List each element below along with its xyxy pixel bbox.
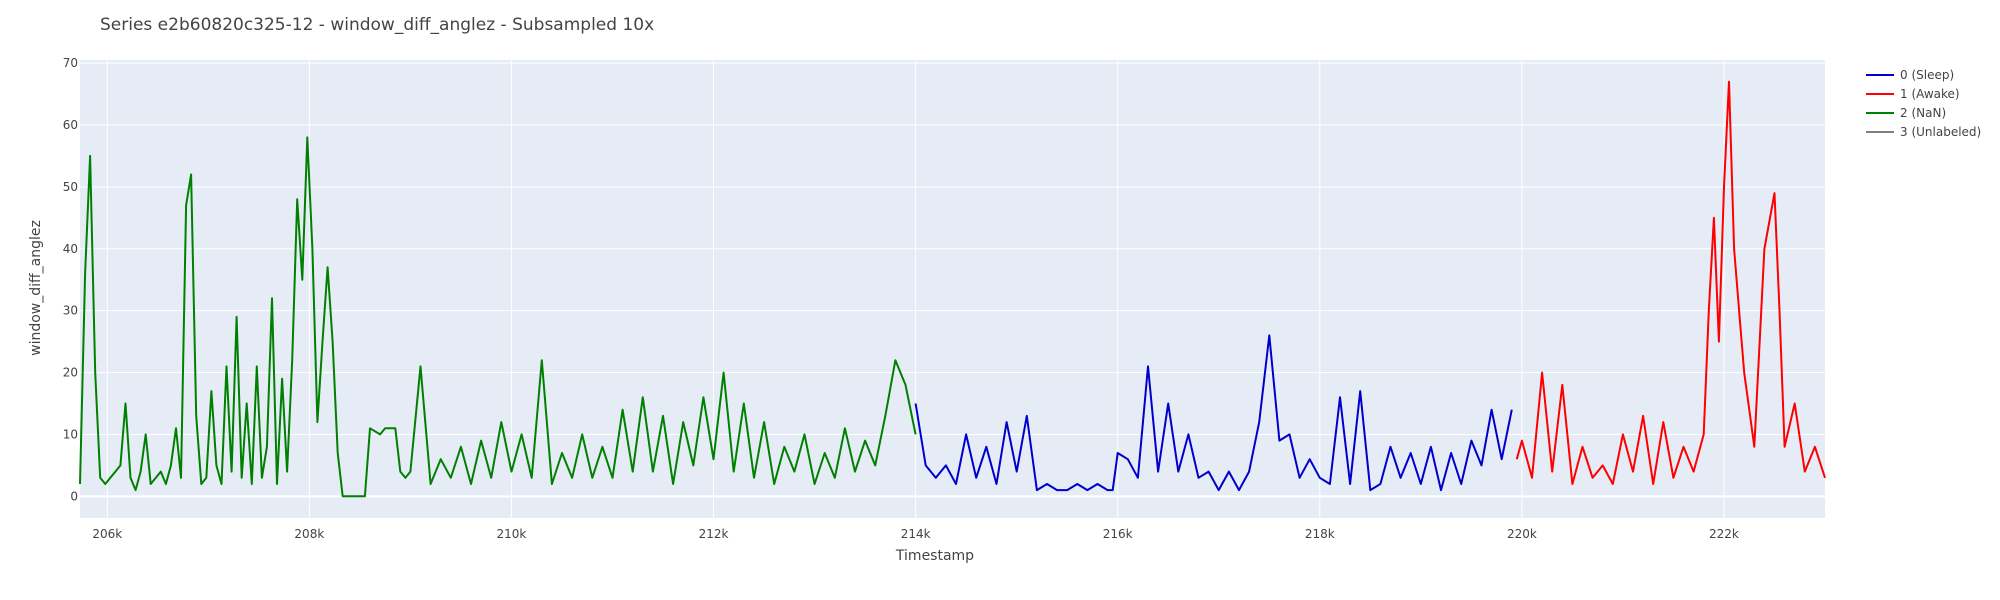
legend-entry: 2 (NaN) — [1900, 106, 1946, 120]
y-tick-label: 60 — [63, 118, 78, 132]
x-tick-label: 216k — [1103, 527, 1133, 541]
y-tick-label: 70 — [63, 56, 78, 70]
x-tick-label: 208k — [294, 527, 324, 541]
legend-entry: 1 (Awake) — [1900, 87, 1960, 101]
series-line — [914, 334, 1513, 492]
y-tick-label: 30 — [63, 304, 78, 318]
x-tick-label: 214k — [901, 527, 931, 541]
x-axis-label: Timestamp — [895, 548, 974, 564]
y-tick-label: 10 — [63, 427, 78, 441]
y-tick-label: 0 — [70, 489, 78, 503]
legend-entry: 0 (Sleep) — [1900, 68, 1954, 82]
legend-entry: 3 (Unlabeled) — [1900, 125, 1981, 139]
x-tick-label: 218k — [1305, 527, 1335, 541]
x-tick-label: 206k — [92, 527, 122, 541]
plot-area — [80, 60, 1825, 518]
series-line — [79, 136, 917, 498]
y-axis-label: window_diff_anglez — [28, 220, 44, 356]
x-axis-ticks: 206k 208k 210k 212k 214k 216k 218k 220k 222k — [92, 527, 1739, 541]
x-tick-label: 222k — [1709, 527, 1739, 541]
x-tick-label: 220k — [1507, 527, 1537, 541]
chart-title: Series e2b60820c325-12 - window_diff_ang… — [100, 15, 654, 35]
y-axis-ticks: 0 10 20 30 40 50 60 70 — [63, 56, 78, 503]
x-tick-label: 210k — [497, 527, 527, 541]
y-tick-label: 20 — [63, 366, 78, 380]
series-lines — [79, 80, 1826, 498]
x-tick-label: 212k — [699, 527, 729, 541]
legend: 0 (Sleep) 1 (Awake) 2 (NaN) 3 (Unlabeled) — [1866, 68, 1981, 139]
grid-lines — [80, 60, 1825, 518]
y-tick-label: 40 — [63, 242, 78, 256]
series-line — [1515, 80, 1826, 485]
y-tick-label: 50 — [63, 180, 78, 194]
